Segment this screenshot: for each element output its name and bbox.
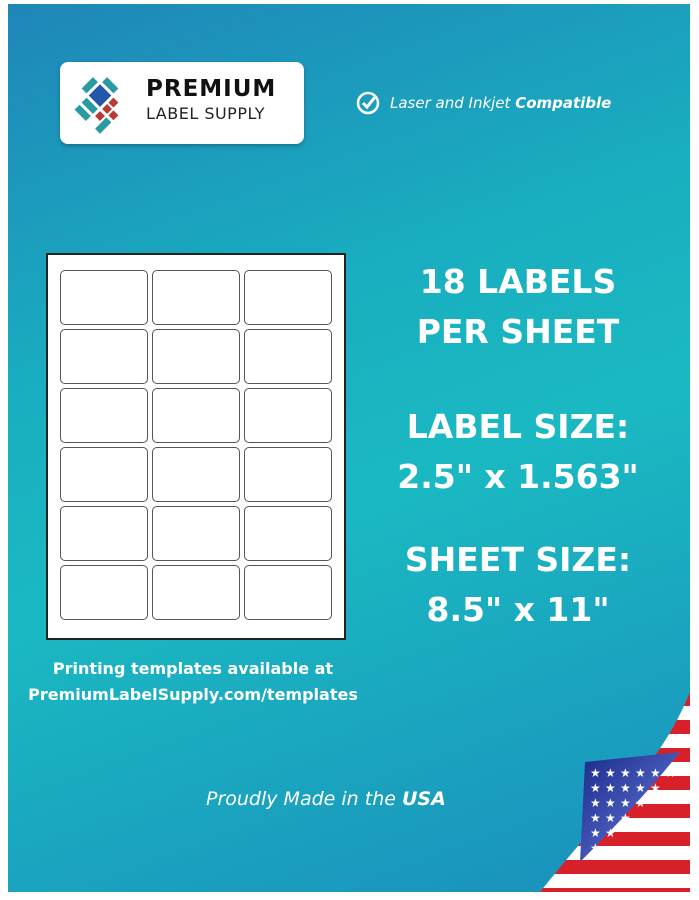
label-cell <box>60 270 148 325</box>
flag-star: ★ <box>635 766 646 780</box>
label-cell <box>152 329 240 384</box>
flag-star: ★ <box>605 766 616 780</box>
flag-stripe <box>540 888 690 892</box>
flag-star: ★ <box>605 811 616 825</box>
flag-star: ★ <box>590 781 601 795</box>
check-circle-icon <box>356 91 380 115</box>
label-cell <box>152 506 240 561</box>
flag-star: ★ <box>650 781 661 795</box>
templates-line1: Printing templates available at <box>52 659 334 678</box>
diamond-logo-icon <box>74 77 119 134</box>
label-cell <box>244 270 332 325</box>
count-line2: PER SHEET <box>416 312 620 351</box>
label-cell <box>60 329 148 384</box>
flag-star: ★ <box>605 796 616 810</box>
label-count: 18 LABELS PER SHEET <box>373 257 663 357</box>
flag-star: ★ <box>590 811 601 825</box>
flag-stripe <box>540 720 690 734</box>
label-size-title: LABEL SIZE: <box>406 407 630 446</box>
flag-star: ★ <box>635 781 646 795</box>
label-cell <box>152 447 240 502</box>
flag-star: ★ <box>635 796 646 810</box>
label-cell <box>152 388 240 443</box>
compatibility-note: Laser and Inkjet Compatible <box>356 91 611 115</box>
templates-url[interactable]: PremiumLabelSupply.com/templates <box>28 685 358 704</box>
flag-star: ★ <box>620 811 631 825</box>
made-in-usa: Proudly Made in the USA <box>206 788 446 810</box>
brand-name: PREMIUM <box>146 76 277 102</box>
sheet-size: SHEET SIZE: 8.5" x 11" <box>373 535 663 635</box>
label-cell <box>60 506 148 561</box>
label-cell <box>244 447 332 502</box>
flag-stripe <box>540 706 690 720</box>
label-cell <box>60 447 148 502</box>
flag-star: ★ <box>620 796 631 810</box>
label-cell <box>244 506 332 561</box>
usa-flag-corner-icon: ★ ★ ★ ★ ★ ★★ ★ ★ ★ ★★ ★ ★ ★★ ★ ★★ ★★ <box>540 692 690 892</box>
flag-star: ★ <box>590 796 601 810</box>
label-sheet-illustration <box>46 253 346 640</box>
flag-stripe <box>540 874 690 888</box>
count-line1: 18 LABELS <box>419 262 617 301</box>
flag-star: ★ <box>650 766 661 780</box>
flag-stripe <box>540 692 690 706</box>
label-cell <box>60 388 148 443</box>
sheet-size-title: SHEET SIZE: <box>404 540 632 579</box>
label-size: LABEL SIZE: 2.5" x 1.563" <box>373 402 663 502</box>
flag-star: ★ <box>620 766 631 780</box>
label-size-value: 2.5" x 1.563" <box>397 457 639 496</box>
flag-star: ★ <box>590 826 601 840</box>
flag-stripe <box>540 734 690 748</box>
label-cell <box>244 565 332 620</box>
templates-note: Printing templates available at PremiumLa… <box>8 656 378 708</box>
label-cell <box>60 565 148 620</box>
label-cell <box>244 329 332 384</box>
flag-star: ★ <box>605 781 616 795</box>
usa-text: Proudly Made in the <box>206 788 402 810</box>
label-cell <box>244 388 332 443</box>
brand-subname: LABEL SUPPLY <box>146 104 266 123</box>
compat-text: Laser and Inkjet <box>390 94 516 112</box>
sheet-size-value: 8.5" x 11" <box>426 590 610 629</box>
label-cell <box>152 565 240 620</box>
flag-star: ★ <box>590 841 601 855</box>
compat-bold: Compatible <box>515 94 612 112</box>
flag-stripe <box>540 846 690 860</box>
product-banner: PREMIUM LABEL SUPPLY Laser and Inkjet Co… <box>8 4 690 892</box>
flag-star: ★ <box>590 766 601 780</box>
label-cell <box>152 270 240 325</box>
flag-star: ★ <box>620 781 631 795</box>
usa-bold: USA <box>401 788 446 810</box>
flag-star: ★ <box>665 766 676 780</box>
flag-stripe <box>540 860 690 874</box>
brand-logo: PREMIUM LABEL SUPPLY <box>60 62 304 144</box>
flag-star: ★ <box>605 826 616 840</box>
